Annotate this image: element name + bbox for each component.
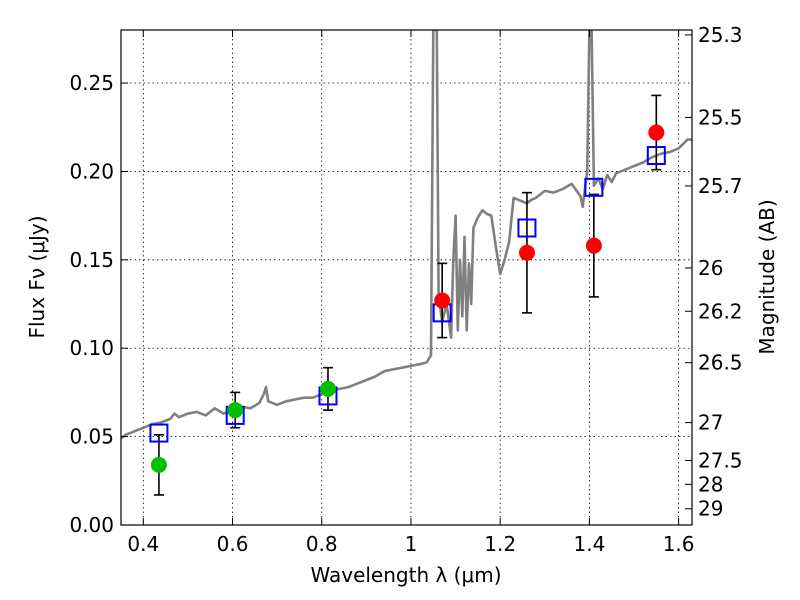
nir-data-point: [585, 237, 602, 254]
mag-tick-label: 29: [698, 497, 723, 521]
y-axis-title: Flux Fν (μJy): [25, 215, 49, 338]
hst-data-point: [319, 380, 336, 397]
x-tick-label: 0.8: [306, 532, 338, 556]
mag-tick-label: 25.7: [698, 174, 743, 198]
x-axis-title: Wavelength λ (μm): [310, 563, 501, 587]
nir-data-point: [648, 124, 665, 141]
mag-tick-label: 25.3: [698, 23, 743, 47]
mag-tick-label: 27.5: [698, 448, 743, 472]
model-band-square: [646, 146, 666, 166]
y-tick-label: 0.10: [69, 336, 114, 360]
y-tick-label: 0.00: [69, 513, 114, 537]
x-tick-label: 1.4: [573, 532, 605, 556]
x-tick-label: 0.6: [217, 532, 249, 556]
hst-data-point: [227, 402, 244, 419]
right-axis-title: Magnitude (AB): [755, 199, 779, 354]
tick-layer: 0.4 0.6 0.8 1 1.2 1.4 1.6 0.00 0.05 0.10 0.15 0.20 0…: [69, 23, 742, 556]
y-tick-label: 0.25: [69, 71, 114, 95]
model-band-square: [517, 218, 537, 238]
x-tick-label: 1.2: [484, 532, 516, 556]
plot-layer: [121, 30, 692, 496]
mag-tick-label: 26.2: [698, 299, 743, 323]
y-tick-label: 0.05: [69, 425, 114, 449]
spectrum-line: [121, 30, 692, 440]
model-band-square: [584, 177, 604, 197]
model-band-square: [149, 423, 169, 443]
mag-tick-label: 25.5: [698, 106, 743, 130]
y-tick-label: 0.20: [69, 159, 114, 183]
x-tick-label: 1: [405, 532, 418, 556]
grid-layer: [121, 30, 692, 526]
mag-tick-label: 27: [698, 411, 723, 435]
hst-data-point: [150, 456, 167, 473]
y-tick-label: 0.15: [69, 248, 114, 272]
mag-tick-label: 28: [698, 472, 723, 496]
nir-data-point: [518, 244, 535, 261]
x-tick-label: 0.4: [127, 532, 159, 556]
mag-tick-label: 26.5: [698, 351, 743, 375]
mag-tick-label: 26: [698, 256, 723, 280]
nir-data-point: [434, 292, 451, 309]
x-tick-label: 1.6: [663, 532, 695, 556]
plot-frame: [120, 29, 693, 526]
